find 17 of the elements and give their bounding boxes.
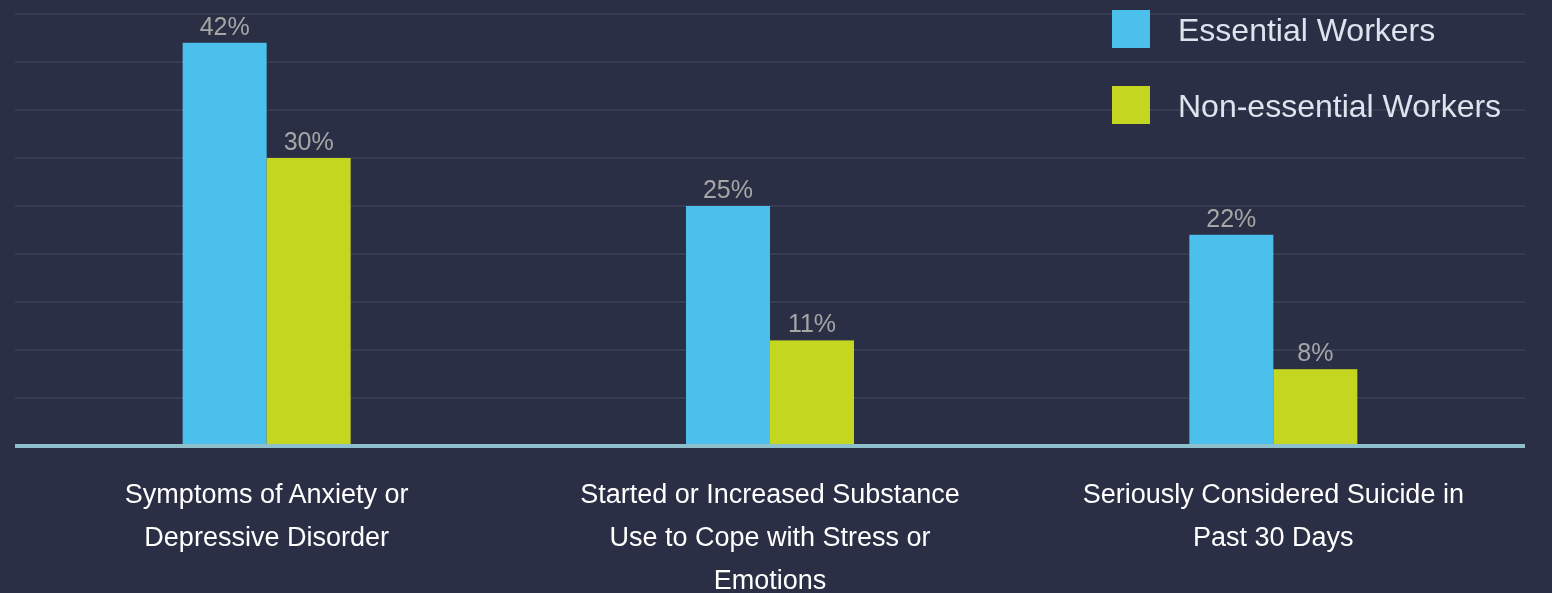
bar [1273, 369, 1358, 446]
x-tick-label: Symptoms of Anxiety or Depressive Disorder [124, 479, 409, 552]
data-label: 42% [199, 11, 250, 40]
bar [1189, 234, 1274, 446]
legend-label: Non-essential Workers [1178, 88, 1502, 124]
bar [182, 42, 267, 446]
data-label: 25% [702, 175, 754, 203]
data-label: 11% [787, 309, 837, 338]
data-label: 22% [1206, 203, 1257, 232]
legend-label: Essential Workers [1178, 12, 1436, 48]
bar [770, 340, 854, 446]
data-label: 8% [1297, 338, 1334, 367]
bar [686, 206, 770, 446]
bar [266, 158, 351, 446]
x-tick-label: Seriously Considered Suicide in Past 30 Days [1082, 479, 1464, 552]
data-label: 30% [283, 127, 334, 155]
x-tick-label: Started or Increased Substance Use to Cope with Stress or Emotions [580, 479, 960, 593]
